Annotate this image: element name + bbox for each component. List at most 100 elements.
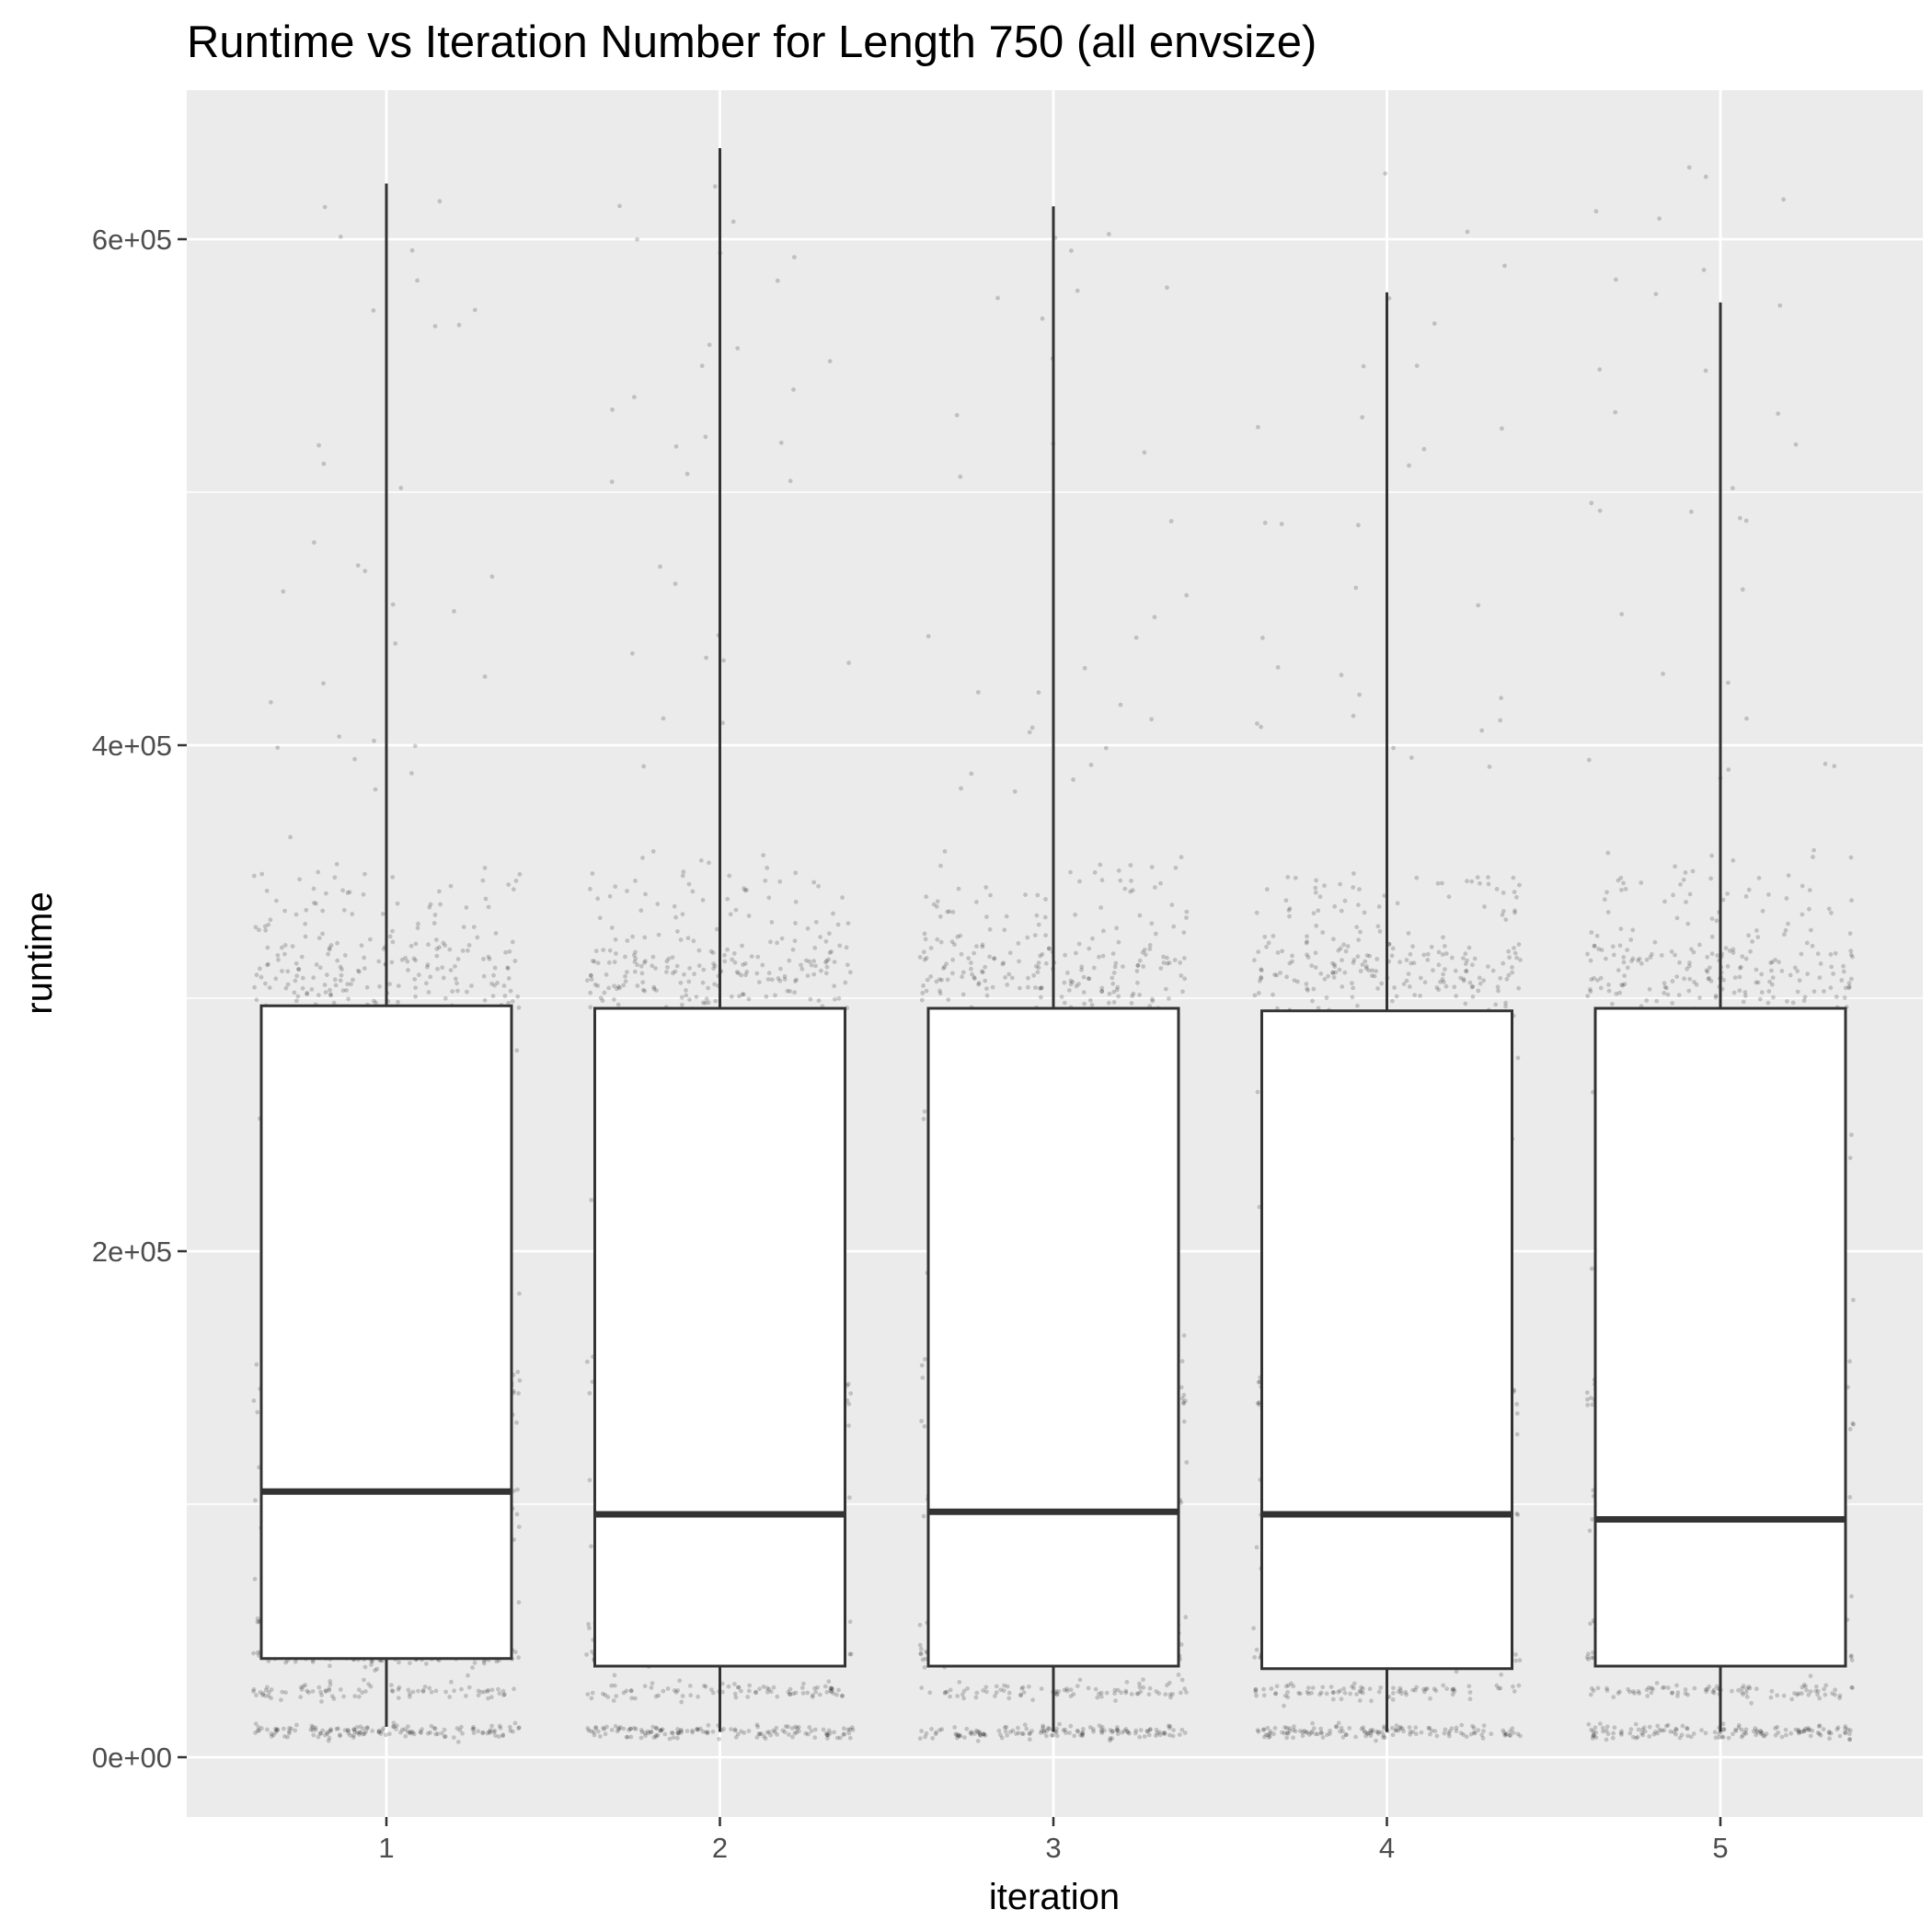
data-point (437, 945, 442, 950)
data-point (974, 1690, 980, 1696)
data-point (773, 1730, 777, 1734)
data-point (669, 1731, 674, 1735)
data-point (1158, 880, 1163, 886)
data-point (1630, 956, 1636, 961)
data-point (1619, 1732, 1624, 1737)
data-point (1592, 975, 1596, 981)
data-point (1503, 1732, 1509, 1737)
data-point (1507, 955, 1512, 960)
data-point (360, 1690, 364, 1696)
data-point (415, 278, 420, 283)
data-point (1482, 904, 1487, 909)
data-point (325, 1731, 330, 1737)
data-point (352, 1694, 358, 1699)
data-point (427, 904, 432, 910)
data-point (1016, 941, 1021, 946)
data-point (408, 1731, 413, 1736)
data-point (1585, 951, 1590, 957)
data-point (1119, 1690, 1123, 1696)
data-point (917, 1736, 923, 1742)
data-point (1589, 1727, 1593, 1732)
data-point (687, 966, 692, 971)
data-point (1464, 1734, 1469, 1740)
data-point (1255, 1089, 1260, 1095)
data-point (1379, 981, 1385, 986)
data-point (516, 1391, 521, 1396)
data-point (1167, 1692, 1173, 1697)
data-point (1113, 960, 1119, 966)
data-point (700, 980, 706, 985)
data-point (1468, 1731, 1474, 1737)
data-point (801, 1681, 806, 1686)
data-point (938, 939, 944, 945)
data-point (1338, 881, 1342, 887)
data-point (1432, 321, 1437, 327)
data-point (1142, 948, 1147, 952)
data-point (1396, 1728, 1401, 1733)
data-point (1447, 1729, 1453, 1734)
data-point (969, 1731, 974, 1737)
data-point (1665, 1685, 1671, 1690)
data-point (1336, 1720, 1341, 1726)
data-point (1099, 1729, 1104, 1734)
data-point (1612, 1725, 1617, 1731)
data-point (1115, 1725, 1120, 1730)
data-point (1408, 951, 1413, 957)
data-point (1493, 1002, 1499, 1007)
data-point (253, 1721, 259, 1727)
data-point (1585, 1397, 1590, 1402)
data-point (755, 954, 761, 960)
data-point (1350, 981, 1354, 986)
data-point (1499, 696, 1503, 701)
data-point (335, 940, 339, 946)
data-point (453, 964, 457, 969)
data-point (1504, 976, 1510, 982)
data-point (805, 973, 811, 978)
data-point (1298, 1691, 1303, 1696)
data-point (961, 1696, 966, 1701)
data-point (362, 1664, 368, 1670)
data-point (1685, 1726, 1690, 1731)
data-point (1367, 953, 1373, 959)
data-point (1363, 1730, 1368, 1735)
data-point (1108, 1738, 1112, 1743)
data-point (1404, 978, 1409, 983)
data-point (923, 1734, 927, 1740)
data-point (406, 1687, 411, 1693)
data-point (475, 935, 480, 940)
data-point (314, 962, 319, 967)
data-point (721, 658, 726, 663)
data-point (285, 1734, 290, 1740)
data-point (1463, 951, 1468, 957)
data-point (1767, 979, 1772, 984)
data-point (1801, 1682, 1807, 1687)
data-point (1849, 898, 1854, 903)
data-point (1495, 984, 1501, 990)
data-point (1622, 982, 1627, 986)
data-point (1065, 971, 1070, 975)
data-point (1779, 1734, 1785, 1740)
data-point (919, 1419, 924, 1424)
data-point (1591, 1733, 1595, 1739)
data-point (653, 1694, 659, 1699)
data-point (603, 1693, 608, 1697)
data-point (1168, 519, 1174, 523)
data-point (978, 1733, 983, 1738)
data-point (1588, 1692, 1593, 1697)
data-point (928, 946, 934, 950)
data-point (1683, 1687, 1688, 1692)
data-point (1406, 931, 1411, 936)
data-point (1450, 955, 1455, 960)
data-point (1768, 1695, 1774, 1700)
data-point (1364, 953, 1370, 958)
data-point (1673, 1727, 1679, 1732)
data-point (1843, 1731, 1848, 1736)
data-point (1342, 1690, 1348, 1696)
data-point (1184, 1690, 1189, 1695)
data-point (775, 940, 779, 946)
data-point (612, 960, 617, 965)
data-point (603, 1731, 608, 1737)
data-point (1793, 1727, 1799, 1732)
data-point (628, 1726, 633, 1731)
data-point (450, 989, 455, 994)
